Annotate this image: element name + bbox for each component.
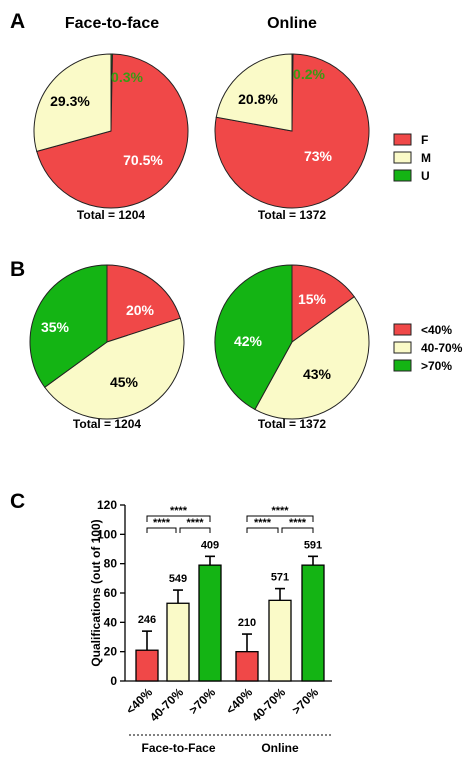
- slice-value-label: 15%: [298, 291, 327, 307]
- total-label: Total = 1204: [73, 417, 141, 431]
- significance-bracket: [281, 527, 314, 533]
- legend-label: U: [421, 169, 430, 183]
- online-title: Online: [267, 15, 317, 32]
- slice-value-label: 20.8%: [238, 91, 278, 107]
- pie-slice-4070: [44, 317, 185, 420]
- significance-label: ****: [289, 517, 307, 529]
- pie-a-online: 73% 20.8% 0.2% Total = 1372: [214, 53, 370, 222]
- x-tick-label: 40-70%: [147, 685, 186, 724]
- y-tick-label: 120: [97, 498, 117, 512]
- pie-b-online: 15% 43% 42% Total = 1372: [214, 264, 370, 431]
- pie-slice-70: [29, 264, 108, 388]
- slice-value-label: 20%: [126, 302, 155, 318]
- total-label: Total = 1372: [258, 208, 326, 222]
- slice-value-label: 45%: [110, 374, 139, 390]
- total-label: Total = 1204: [77, 208, 145, 222]
- bar: [166, 602, 190, 682]
- pie-a-face-to-face: 70.5% 29.3% 0.3% Total = 1204: [33, 53, 189, 222]
- pie-slice-f: [214, 53, 370, 209]
- bar: [268, 599, 292, 682]
- pie-slice-m: [33, 53, 112, 153]
- y-tick-label: 100: [97, 527, 117, 541]
- y-tick-label: 0: [110, 674, 117, 688]
- slice-value-label: 43%: [303, 366, 332, 382]
- bar-count-label: 571: [271, 572, 289, 584]
- legend-label: 40-70%: [421, 341, 463, 355]
- total-label: Total = 1372: [258, 417, 326, 431]
- x-tick-label: >70%: [186, 685, 218, 717]
- legend-label: >70%: [421, 359, 452, 373]
- panel-b: B 20% 45% 35% Total = 1204 15% 43% 42% Total =…: [10, 258, 463, 431]
- legend-swatch: [393, 133, 412, 146]
- legend-swatch: [393, 151, 412, 164]
- significance-label: ****: [254, 517, 272, 529]
- significance-label: ****: [170, 505, 188, 517]
- slice-value-label: 0.2%: [293, 66, 325, 82]
- x-tick-label: >70%: [289, 685, 321, 717]
- x-tick-label: 40-70%: [249, 685, 288, 724]
- legend-swatch: [393, 323, 412, 336]
- pie-slice-4070: [254, 296, 370, 420]
- pie-slice-m: [215, 53, 293, 132]
- significance-bracket: [246, 527, 279, 533]
- legend-label: M: [421, 151, 431, 165]
- bar-chart-c: 0 20 40 60 80 100 120 Qualifications (out of 10…: [89, 498, 332, 755]
- slice-value-label: 0.3%: [111, 69, 143, 85]
- bar: [198, 564, 222, 682]
- bar-count-label: 549: [169, 573, 187, 585]
- significance-label: ****: [153, 517, 171, 529]
- legend-swatch: [393, 359, 412, 372]
- significance-label: ****: [271, 505, 289, 517]
- bar: [135, 649, 159, 682]
- legend-label: F: [421, 133, 428, 147]
- group-label: Face-to-Face: [141, 741, 215, 755]
- bar-count-label: 409: [201, 539, 219, 551]
- significance-bracket: [146, 515, 211, 522]
- legend-a: FMU: [393, 133, 431, 183]
- bar: [235, 651, 259, 682]
- legend-label: <40%: [421, 323, 452, 337]
- panel-label-c: C: [10, 490, 25, 513]
- pie-slice-40: [291, 264, 355, 343]
- y-tick-label: 20: [104, 645, 118, 659]
- face-to-face-title: Face-to-face: [65, 15, 159, 32]
- bar-count-label: 210: [238, 617, 256, 629]
- group-label: Online: [261, 741, 299, 755]
- y-axis-label: Qualifications (out of 100): [89, 519, 103, 666]
- slice-value-label: 29.3%: [50, 93, 90, 109]
- panel-a: A Face-to-face Online 70.5% 29.3% 0.3% Tota…: [10, 10, 431, 222]
- panel-c: C 0 20 40 60 80 100 120 Qualifications (out of …: [10, 490, 332, 755]
- panel-label-b: B: [10, 258, 25, 281]
- legend-swatch: [393, 341, 412, 354]
- bar-count-label: 246: [138, 614, 156, 626]
- significance-label: ****: [186, 517, 204, 529]
- bar: [301, 564, 325, 682]
- significance-bracket: [179, 527, 211, 533]
- significance-bracket: [146, 527, 177, 533]
- pie-b-face-to-face: 20% 45% 35% Total = 1204: [29, 264, 185, 431]
- y-tick-label: 60: [104, 586, 118, 600]
- slice-value-label: 73%: [304, 148, 333, 164]
- legend-b: <40% 40-70% >70%: [393, 323, 463, 373]
- significance-bracket: [246, 515, 314, 522]
- pie-slice-40: [106, 264, 181, 343]
- pie-slice-f: [36, 53, 189, 209]
- panel-label-a: A: [10, 10, 25, 33]
- y-tick-label: 40: [104, 615, 118, 629]
- bar-count-label: 591: [304, 539, 322, 551]
- pie-slice-70: [214, 264, 293, 411]
- slice-value-label: 35%: [41, 319, 70, 335]
- y-tick-label: 80: [104, 557, 118, 571]
- slice-value-label: 42%: [234, 333, 263, 349]
- slice-value-label: 70.5%: [123, 152, 163, 168]
- legend-swatch: [393, 169, 412, 182]
